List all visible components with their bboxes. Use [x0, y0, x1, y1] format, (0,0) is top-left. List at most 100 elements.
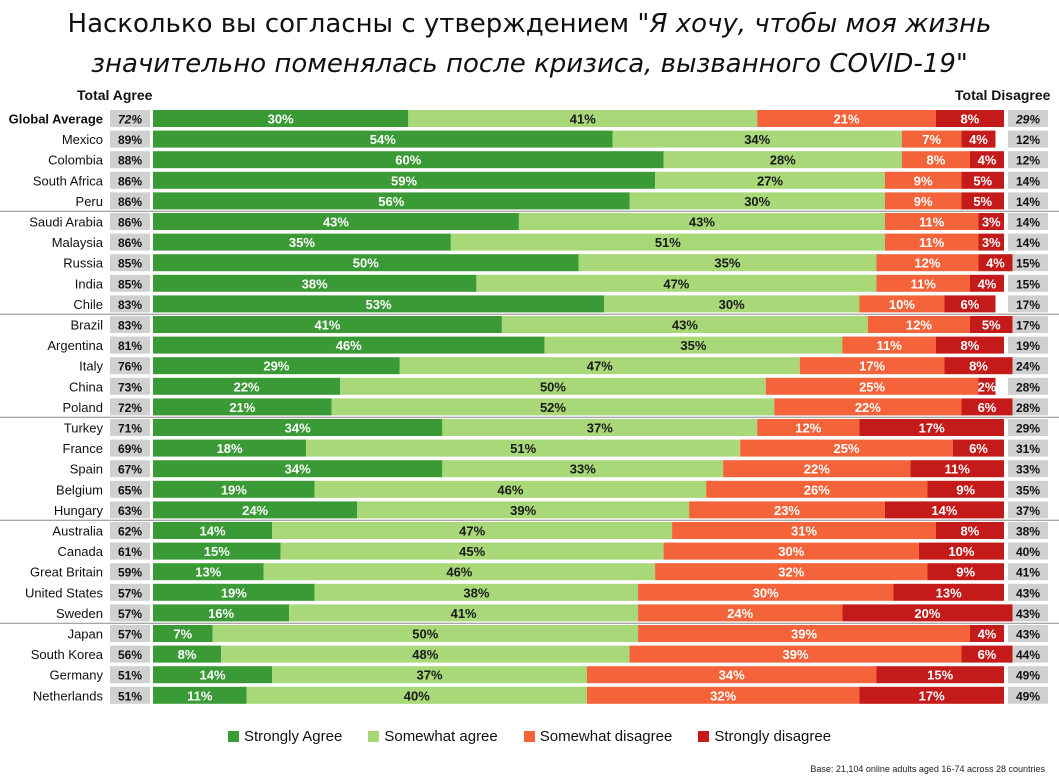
bar-strongly-disagree-united-states [893, 583, 1004, 601]
total-disagree-label-malaysia: 14% [1016, 236, 1040, 250]
total-agree-box-hungary [110, 501, 150, 519]
value-label-strongly-agree-south-korea: 8% [178, 647, 197, 662]
bar-somewhat-disagree-great-britain [655, 563, 928, 581]
bar-strongly-agree-peru [153, 192, 630, 210]
value-label-strongly-disagree-colombia: 4% [978, 153, 997, 168]
value-label-strongly-disagree-italy: 8% [969, 359, 988, 374]
total-agree-box-saudi-arabia [110, 213, 150, 230]
legend-swatch-somewhat-agree [368, 731, 380, 742]
value-label-strongly-agree-malaysia: 35% [289, 235, 315, 250]
total-disagree-label-peru: 14% [1016, 195, 1040, 209]
value-label-somewhat-disagree-brazil: 12% [906, 318, 932, 333]
category-label-india: India [75, 276, 104, 291]
value-label-somewhat-agree-colombia: 28% [770, 153, 796, 168]
legend-swatch-strongly-disagree [698, 731, 710, 742]
category-label-australia: Australia [52, 524, 103, 539]
value-label-strongly-disagree-belgium: 9% [956, 482, 975, 497]
value-label-somewhat-disagree-sweden: 24% [727, 606, 753, 621]
total-disagree-label-spain: 33% [1016, 463, 1040, 477]
bar-somewhat-agree-global-average [408, 110, 758, 127]
category-label-colombia: Colombia [48, 153, 104, 168]
bar-strongly-agree-belgium [153, 480, 315, 498]
value-label-strongly-agree-japan: 7% [173, 627, 192, 642]
bar-strongly-disagree-argentina [935, 336, 1004, 354]
bar-strongly-agree-turkey [153, 419, 443, 436]
value-label-strongly-disagree-chile: 6% [961, 297, 980, 312]
total-disagree-box-netherlands [1008, 686, 1048, 704]
value-label-somewhat-disagree-south-korea: 39% [782, 647, 808, 662]
value-label-strongly-disagree-south-korea: 6% [978, 647, 997, 662]
category-label-russia: Russia [63, 256, 104, 271]
title-quote-line2: значительно поменялась после кризиса, вы… [91, 49, 956, 79]
total-agree-box-malaysia [110, 233, 150, 251]
total-disagree-label-italy: 24% [1016, 360, 1040, 374]
value-label-somewhat-agree-mexico: 34% [744, 132, 770, 147]
bar-somewhat-agree-russia [578, 254, 877, 272]
value-label-strongly-disagree-malaysia: 3% [982, 235, 1001, 250]
total-disagree-label-australia: 38% [1016, 525, 1040, 539]
category-label-argentina: Argentina [47, 338, 103, 353]
value-label-somewhat-agree-argentina: 35% [680, 338, 706, 353]
bar-somewhat-agree-china [340, 377, 766, 395]
total-disagree-box-south-africa [1008, 171, 1048, 189]
bar-somewhat-disagree-sweden [638, 604, 843, 622]
value-label-strongly-agree-global-average: 30% [268, 112, 294, 127]
category-label-brazil: Brazil [70, 318, 103, 333]
total-agree-label-malaysia: 86% [118, 236, 142, 250]
total-disagree-label-france: 31% [1016, 442, 1040, 456]
bar-somewhat-disagree-australia [672, 522, 936, 539]
bar-strongly-agree-spain [153, 460, 443, 478]
total-disagree-label-great-britain: 41% [1016, 566, 1040, 580]
bar-strongly-disagree-peru [961, 192, 1004, 210]
category-label-great-britain: Great Britain [30, 565, 103, 580]
value-label-strongly-disagree-france: 6% [969, 441, 988, 456]
total-disagree-label-chile: 17% [1016, 298, 1040, 312]
total-agree-box-colombia [110, 151, 150, 169]
value-label-strongly-disagree-india: 4% [978, 276, 997, 291]
bar-strongly-disagree-japan [969, 625, 1004, 642]
bar-somewhat-agree-belgium [314, 480, 707, 498]
bar-somewhat-agree-saudi-arabia [518, 213, 885, 230]
value-label-strongly-disagree-sweden: 20% [914, 606, 940, 621]
bar-strongly-agree-south-africa [153, 171, 656, 189]
total-disagree-label-global-average: 29% [1015, 113, 1040, 127]
category-label-belgium: Belgium [56, 482, 103, 497]
bar-strongly-disagree-malaysia [978, 233, 1004, 251]
total-agree-label-turkey: 71% [118, 422, 142, 436]
bar-somewhat-disagree-japan [638, 625, 970, 642]
category-label-italy: Italy [79, 359, 103, 374]
total-agree-box-belgium [110, 480, 150, 498]
bar-somewhat-agree-sweden [289, 604, 639, 622]
legend-label-somewhat-disagree: Somewhat disagree [539, 728, 673, 745]
total-agree-label-south-korea: 56% [118, 648, 142, 662]
bar-somewhat-agree-italy [399, 357, 800, 375]
category-label-poland: Poland [63, 400, 103, 415]
value-label-strongly-agree-belgium: 19% [221, 482, 247, 497]
value-label-somewhat-agree-great-britain: 46% [446, 565, 472, 580]
bar-strongly-agree-argentina [153, 336, 545, 354]
bar-somewhat-disagree-colombia [901, 151, 970, 169]
value-label-somewhat-agree-global-average: 41% [570, 112, 596, 127]
bar-strongly-disagree-chile [944, 295, 996, 313]
value-label-strongly-agree-poland: 21% [229, 400, 255, 415]
total-agree-box-peru [110, 192, 150, 210]
bar-strongly-disagree-germany [876, 666, 1004, 684]
bar-somewhat-agree-colombia [663, 151, 902, 169]
value-label-strongly-agree-united-states: 19% [221, 585, 247, 600]
value-label-somewhat-agree-sweden: 41% [451, 606, 477, 621]
total-disagree-label-canada: 40% [1016, 545, 1040, 559]
value-label-strongly-agree-argentina: 46% [336, 338, 362, 353]
value-label-somewhat-agree-australia: 47% [459, 524, 485, 539]
category-label-france: France [63, 441, 103, 456]
category-label-sweden: Sweden [56, 606, 103, 621]
value-label-somewhat-agree-chile: 30% [719, 297, 745, 312]
bar-somewhat-disagree-netherlands [587, 686, 860, 704]
value-label-strongly-disagree-saudi-arabia: 3% [982, 215, 1001, 230]
value-label-somewhat-disagree-colombia: 8% [927, 153, 946, 168]
total-disagree-box-mexico [1008, 130, 1048, 148]
total-agree-label-france: 69% [118, 442, 142, 456]
total-agree-box-sweden [110, 604, 150, 622]
total-agree-header: Total Agree [77, 87, 153, 103]
bar-somewhat-disagree-poland [774, 398, 962, 416]
total-agree-label-argentina: 81% [118, 339, 142, 353]
